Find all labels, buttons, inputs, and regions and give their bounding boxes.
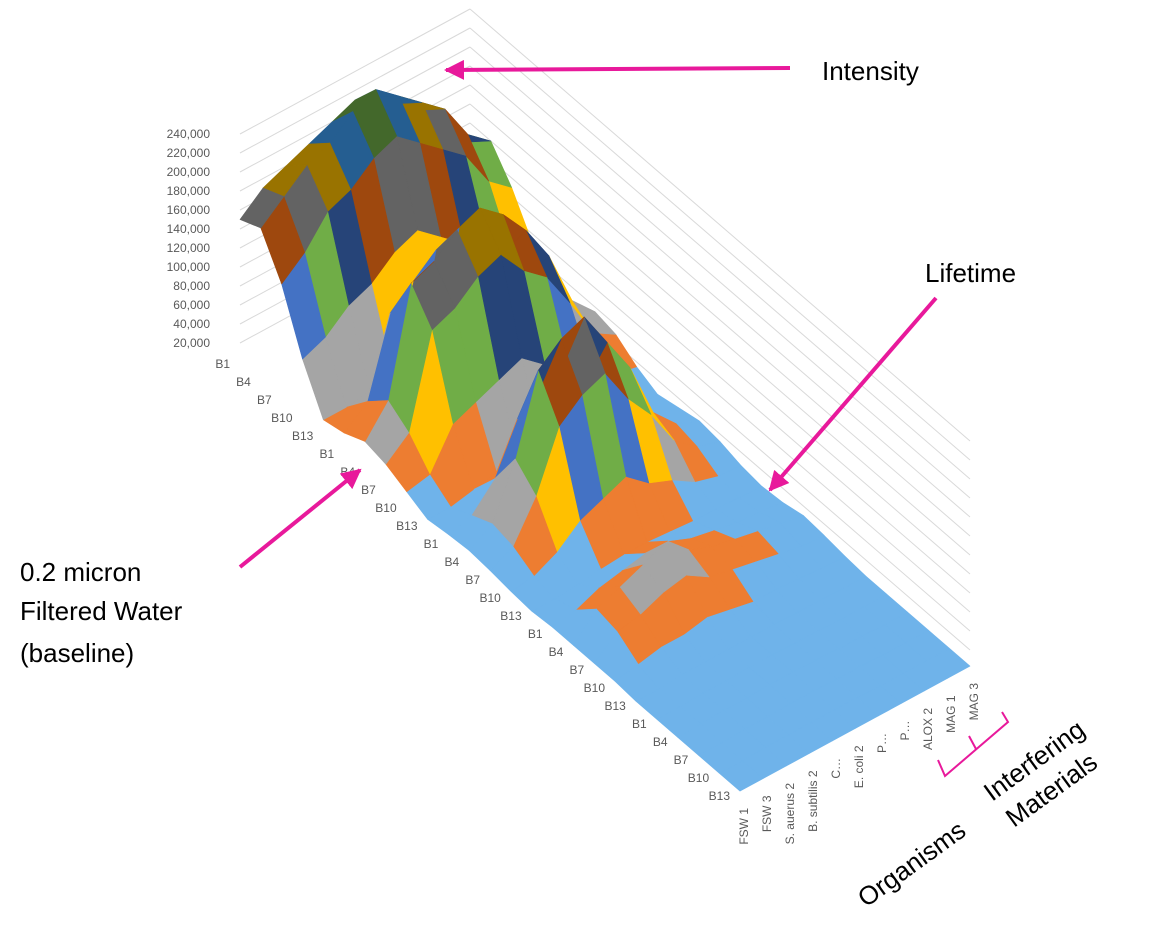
- y-tick-label: 120,000: [167, 241, 211, 255]
- grid-line: [469, 84, 971, 518]
- series-label: P…: [875, 733, 889, 753]
- y-tick-label: 80,000: [173, 279, 210, 293]
- y-tick-label: 240,000: [167, 127, 211, 141]
- x-tick-label: B10: [688, 771, 710, 785]
- y-tick-label: 200,000: [167, 165, 211, 179]
- y-tick-label: 40,000: [173, 317, 210, 331]
- x-tick-label: B7: [257, 393, 272, 407]
- x-tick-label: B4: [549, 645, 564, 659]
- grid-line: [469, 65, 971, 499]
- x-tick-label: B1: [528, 627, 543, 641]
- x-tick-label: B13: [396, 519, 418, 533]
- series-label: MAG 3: [967, 683, 981, 721]
- x-tick-label: B13: [604, 699, 626, 713]
- x-tick-label: B10: [271, 411, 293, 425]
- grid-line: [469, 27, 971, 461]
- annotation: Lifetime: [925, 258, 1016, 288]
- y-tick-label: 100,000: [167, 260, 211, 274]
- grid-line: [469, 179, 971, 613]
- bracket: [968, 735, 977, 750]
- annotation: (baseline): [20, 638, 134, 668]
- series-label: E. coli 2: [852, 745, 866, 788]
- y-tick-label: 60,000: [173, 298, 210, 312]
- y-tick-label: 140,000: [167, 222, 211, 236]
- annotation: Filtered Water: [20, 596, 183, 626]
- x-tick-label: B7: [569, 663, 584, 677]
- x-tick-label: B7: [674, 753, 689, 767]
- axis-labels: 20,000 40,000 60,000 80,000 100,000 120,000 14…: [167, 127, 981, 845]
- x-tick-label: B1: [424, 537, 439, 551]
- x-tick-label: B10: [479, 591, 501, 605]
- x-tick-label: B7: [361, 483, 376, 497]
- grid-line: [469, 46, 971, 480]
- surface: [239, 89, 971, 792]
- surface-cell: [239, 187, 285, 229]
- series-label: FSW 1: [737, 808, 751, 845]
- series-label: MAG 1: [944, 695, 958, 733]
- y-tick-label: 20,000: [173, 336, 210, 350]
- x-tick-label: B4: [444, 555, 459, 569]
- annotation: Organisms: [852, 815, 971, 913]
- series-label: FSW 3: [760, 795, 774, 832]
- annotation: 0.2 micron: [20, 557, 141, 587]
- series-label: S. auerus 2: [783, 783, 797, 845]
- grid-line: [469, 160, 971, 594]
- series-label: ALOX 2: [921, 708, 935, 750]
- arrow: [444, 59, 791, 80]
- x-tick-label: B1: [215, 357, 230, 371]
- grid-line: [239, 8, 471, 135]
- series-label: C…: [829, 758, 843, 779]
- grid-line: [239, 27, 471, 154]
- grid-line: [469, 8, 971, 442]
- x-tick-label: B13: [292, 429, 314, 443]
- y-tick-label: 180,000: [167, 184, 211, 198]
- x-tick-label: B7: [465, 573, 480, 587]
- series-label: B. subtilis 2: [806, 770, 820, 832]
- x-tick-label: B4: [653, 735, 668, 749]
- grid-line: [469, 141, 971, 575]
- y-tick-label: 160,000: [167, 203, 211, 217]
- x-tick-label: B1: [319, 447, 334, 461]
- x-tick-label: B10: [375, 501, 397, 515]
- series-label: P…: [898, 721, 912, 741]
- grid-line: [469, 103, 971, 537]
- x-tick-label: B4: [236, 375, 251, 389]
- arrow: [238, 468, 362, 569]
- y-tick-label: 220,000: [167, 146, 211, 160]
- bracket: [937, 711, 1010, 778]
- annotation: Intensity: [822, 56, 919, 86]
- arrow: [768, 296, 938, 492]
- grid-line: [469, 122, 971, 556]
- x-tick-label: B13: [500, 609, 522, 623]
- x-tick-label: B10: [584, 681, 606, 695]
- annotations: [238, 59, 1010, 778]
- x-tick-label: B1: [632, 717, 647, 731]
- x-tick-label: B13: [709, 789, 731, 803]
